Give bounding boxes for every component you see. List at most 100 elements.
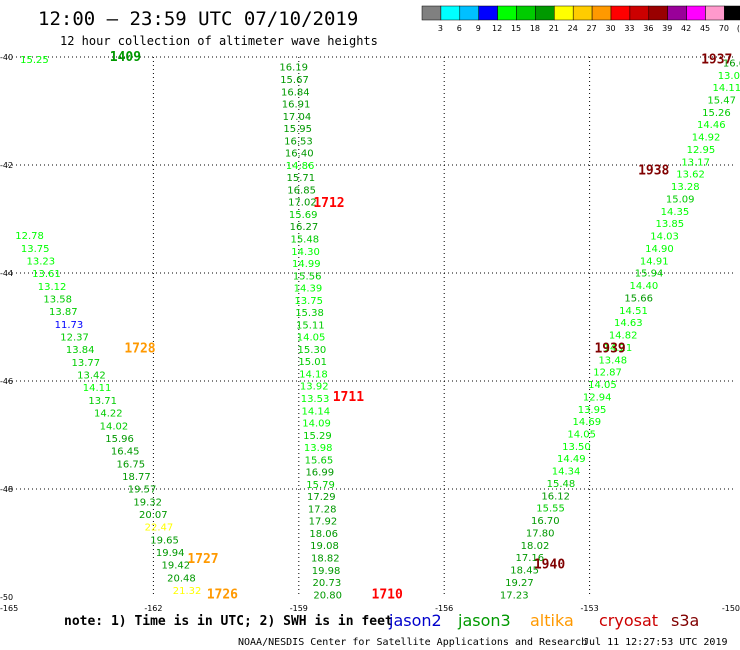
y-tick-label: -50 <box>0 593 13 602</box>
colorbar-label: 45 <box>700 24 710 33</box>
wave-height-value: 17.80 <box>526 528 555 539</box>
wave-height-value: 20.80 <box>313 590 342 601</box>
wave-height-value: 14.63 <box>614 318 643 329</box>
wave-height-value: 14.02 <box>100 421 129 432</box>
wave-height-value: 15.67 <box>280 75 309 86</box>
colorbar-swatch <box>591 5 612 21</box>
wave-height-value: 13.85 <box>655 219 684 230</box>
wave-height-value: 13.53 <box>301 394 330 405</box>
wave-height-value: 14.05 <box>297 333 326 344</box>
wave-height-value: 13.48 <box>598 355 627 366</box>
wave-height-value: 15.01 <box>298 357 327 368</box>
x-tick-label: -153 <box>581 604 599 613</box>
wave-height-value: 19.32 <box>133 497 162 508</box>
wave-height-value: 15.95 <box>283 124 312 135</box>
wave-height-value: 15.48 <box>290 234 319 245</box>
time-label: 1939 <box>594 342 625 357</box>
wave-height-value: 16.64 <box>723 58 740 69</box>
wave-height-value: 13.71 <box>88 396 117 407</box>
colorbar-swatch <box>686 5 706 21</box>
wave-height-value: 16.27 <box>290 222 319 233</box>
time-label: 1940 <box>534 558 565 573</box>
wave-height-value: 15.38 <box>295 308 324 319</box>
wave-height-value: 18.77 <box>122 472 151 483</box>
colorbar-label: 42 <box>681 24 691 33</box>
wave-height-value: 15.94 <box>635 269 664 280</box>
wave-height-value: 13.07 <box>718 71 740 82</box>
wave-height-value: 13.50 <box>562 442 591 453</box>
wave-height-value: 16.84 <box>281 87 310 98</box>
wave-height-value: 19.57 <box>128 485 157 496</box>
wave-height-value: 13.28 <box>671 182 700 193</box>
legend-jason2: jason2 <box>388 611 442 630</box>
wave-height-value: 13.75 <box>294 296 323 307</box>
wave-height-value: 16.40 <box>285 149 314 160</box>
wave-height-value: 16.12 <box>541 491 570 502</box>
wave-height-value: 15.96 <box>105 434 134 445</box>
wave-height-value: 15.09 <box>666 194 695 205</box>
y-tick-label: -40 <box>0 53 13 62</box>
wave-height-value: 15.25 <box>20 55 49 66</box>
wave-height-value: 14.90 <box>645 244 674 255</box>
wave-height-value: 15.48 <box>547 479 576 490</box>
wave-height-value: 13.58 <box>43 295 72 306</box>
time-label: 1726 <box>207 587 238 602</box>
wave-height-value: 15.11 <box>296 320 325 331</box>
colorbar-swatch <box>478 5 498 21</box>
colorbar-label: 27 <box>587 24 597 33</box>
wave-height-value: 15.71 <box>287 173 316 184</box>
wave-height-value: 16.75 <box>117 459 146 470</box>
wave-height-value: 19.27 <box>505 578 534 589</box>
wave-height-value: 15.65 <box>305 455 334 466</box>
wave-height-value: 20.48 <box>167 573 196 584</box>
axis-ticks: -40 -42 -44 -46 -48 -50 -165 -162 -159 -156 -153 -1… <box>0 53 740 613</box>
wave-height-value: 16.19 <box>279 63 308 74</box>
colorbar-swatch <box>440 5 461 21</box>
time-label: 1938 <box>638 163 669 178</box>
wave-height-value: 16.91 <box>282 100 311 111</box>
y-tick-label: -44 <box>0 269 13 278</box>
wave-height-value: 11.73 <box>55 320 84 331</box>
wave-height-value: 13.95 <box>578 405 607 416</box>
wave-height-value: 19.94 <box>156 548 185 559</box>
colorbar-label: (ft) <box>737 24 740 33</box>
time-label: 1937 <box>701 53 732 68</box>
wave-height-value: 18.02 <box>521 541 550 552</box>
x-tick-label: -165 <box>0 604 18 613</box>
wave-height-value: 15.30 <box>298 345 327 356</box>
wave-height-value: 15.47 <box>707 96 736 107</box>
wave-height-value: 14.39 <box>294 284 323 295</box>
chart-subtitle: 12 hour collection of altimeter wave hei… <box>60 34 378 48</box>
satellite-legend: jason2 jason3 altika cryosat s3a <box>388 611 699 630</box>
colorbar-swatch <box>572 5 593 21</box>
wave-height-value: 17.04 <box>283 112 312 123</box>
wave-height-value: 12.37 <box>60 333 89 344</box>
wave-height-value: 13.23 <box>27 257 56 268</box>
time-label: 1710 <box>372 587 403 602</box>
wave-height-value: 15.29 <box>303 431 332 442</box>
wave-height-value: 15.79 <box>306 480 335 491</box>
wave-height-value: 14.86 <box>286 161 315 172</box>
colorbar-label: 12 <box>492 24 502 33</box>
colorbar-swatch <box>705 5 725 21</box>
colorbar-label: 33 <box>624 24 634 33</box>
wave-height-value: 16.45 <box>111 447 140 458</box>
wave-height-value: 16.53 <box>284 136 313 147</box>
wave-height-value: 14.30 <box>291 247 320 258</box>
colorbar-swatch <box>610 5 631 21</box>
wave-height-value: 20.73 <box>313 578 342 589</box>
colorbar-swatch <box>629 5 650 21</box>
wave-height-value: 14.35 <box>661 207 690 218</box>
colorbar-label: 24 <box>568 24 578 33</box>
wave-height-value: 13.84 <box>66 345 95 356</box>
wave-height-value: 14.49 <box>557 454 586 465</box>
wave-height-value: 17.23 <box>500 590 529 601</box>
wave-height-value: 15.69 <box>289 210 318 221</box>
wave-height-value: 17.02 <box>288 198 317 209</box>
wave-height-value: 14.05 <box>567 429 596 440</box>
wave-height-value: 13.98 <box>304 443 333 454</box>
footer-timestamp: Jul 11 12:27:53 UTC 2019 <box>583 637 728 648</box>
colorbar-label: 70 <box>719 24 729 33</box>
wave-height-value: 19.08 <box>310 541 339 552</box>
